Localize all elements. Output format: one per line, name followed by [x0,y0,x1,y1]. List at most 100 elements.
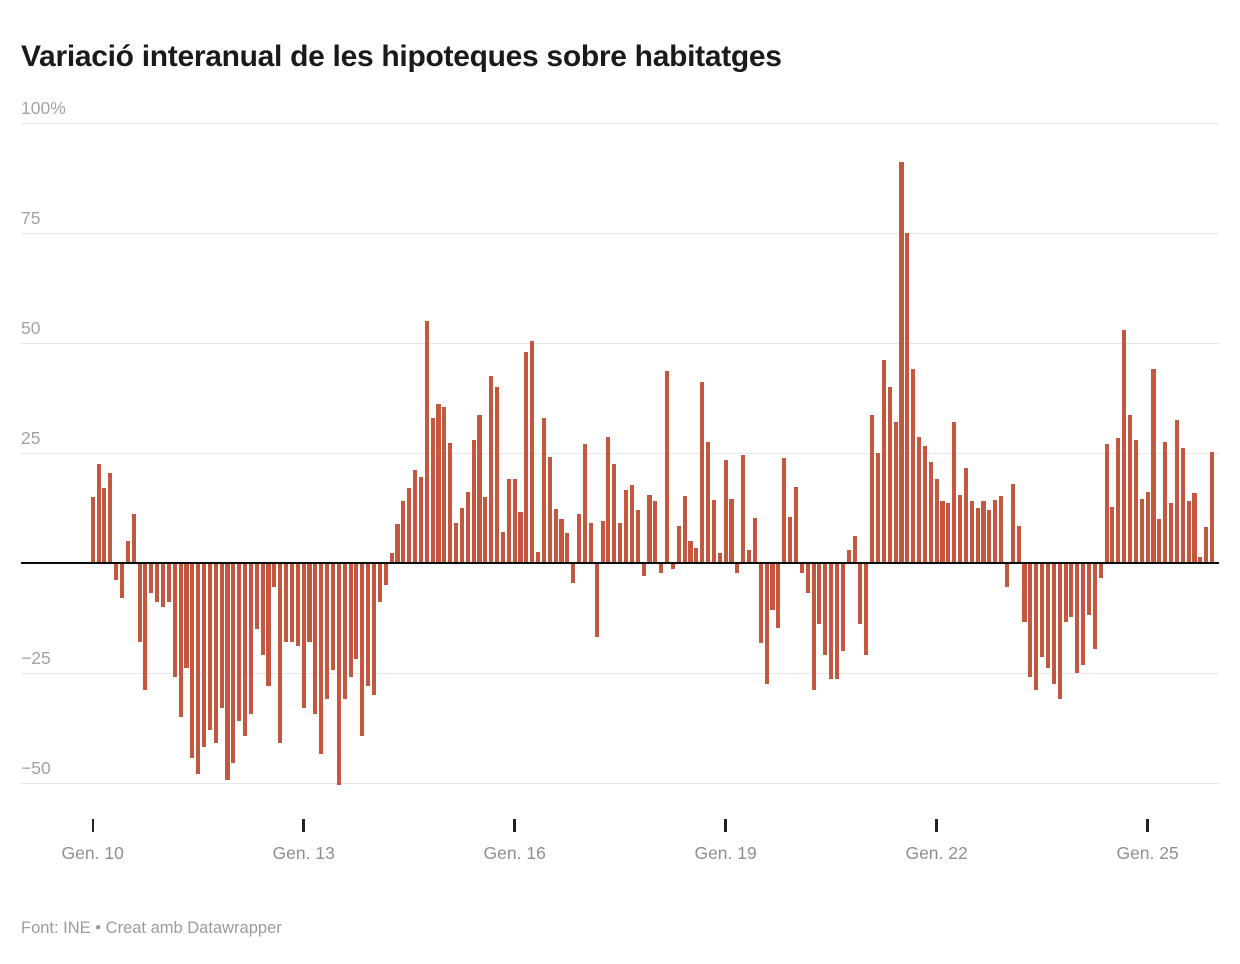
bar[interactable] [401,501,406,563]
bar[interactable] [788,516,793,563]
bar[interactable] [196,562,201,774]
bar[interactable] [108,472,113,563]
bar[interactable] [243,562,248,737]
bar[interactable] [747,549,752,563]
bar[interactable] [664,371,670,563]
bar[interactable] [823,562,828,656]
bar[interactable] [641,562,646,576]
bar[interactable] [454,523,459,563]
bar[interactable] [125,540,130,563]
bar[interactable] [166,562,171,603]
bar[interactable] [1210,451,1215,563]
bar[interactable] [1063,562,1068,623]
bar[interactable] [1098,562,1103,579]
bar[interactable] [782,458,787,563]
bar[interactable] [459,507,464,563]
bar[interactable] [840,562,845,651]
bar[interactable] [172,562,177,678]
bar[interactable] [284,562,289,642]
bar[interactable] [1086,562,1092,616]
bar[interactable] [307,562,312,642]
bar[interactable] [1081,562,1086,666]
bar[interactable] [412,470,418,563]
bar[interactable] [442,406,447,563]
bar[interactable] [969,501,974,563]
bar[interactable] [348,562,353,678]
bar[interactable] [1110,506,1115,563]
bar[interactable] [870,415,875,563]
bar[interactable] [588,523,593,563]
bar[interactable] [360,562,365,737]
bar[interactable] [495,386,500,563]
bar[interactable] [383,562,388,585]
bar[interactable] [700,382,705,563]
bar[interactable] [659,562,664,574]
bar[interactable] [301,562,306,708]
bar[interactable] [336,562,341,785]
bar[interactable] [928,461,933,563]
bar[interactable] [1040,562,1045,658]
bar[interactable] [436,404,441,563]
bar[interactable] [1204,526,1209,563]
bar[interactable] [1028,562,1033,678]
bar[interactable] [1051,562,1056,684]
bar[interactable] [1004,562,1010,587]
bar[interactable] [1010,483,1015,563]
bar[interactable] [524,351,529,563]
bar[interactable] [418,476,423,563]
bar[interactable] [981,501,986,563]
bar[interactable] [934,479,939,563]
bar[interactable] [225,562,230,781]
bar[interactable] [114,562,119,581]
bar[interactable] [752,517,757,563]
bar[interactable] [313,562,318,715]
bar[interactable] [260,562,265,656]
bar[interactable] [377,562,382,603]
bar[interactable] [131,514,136,563]
bar[interactable] [805,562,810,594]
bar[interactable] [565,533,570,563]
bar[interactable] [149,562,154,594]
bar[interactable] [758,562,763,644]
bar[interactable] [1139,498,1144,563]
bar[interactable] [342,562,347,700]
bar[interactable] [606,437,611,563]
bar[interactable] [143,562,148,691]
bar[interactable] [512,479,517,563]
bar[interactable] [266,562,271,686]
bar[interactable] [202,562,207,748]
bar[interactable] [858,562,863,625]
bar[interactable] [96,463,101,563]
bar[interactable] [1116,438,1121,563]
bar[interactable] [911,369,916,563]
bar[interactable] [430,417,435,563]
bar[interactable] [389,552,394,563]
bar[interactable] [623,490,629,563]
bar[interactable] [1169,503,1174,563]
bar[interactable] [518,512,523,563]
bar[interactable] [811,562,816,691]
bar[interactable] [1174,420,1179,563]
bar[interactable] [905,232,910,563]
bar[interactable] [916,437,922,563]
bar[interactable] [90,496,95,563]
bar[interactable] [119,562,125,598]
bar[interactable] [530,340,535,563]
bar[interactable] [834,562,840,680]
bar[interactable] [295,562,300,647]
bar[interactable] [319,562,324,755]
bar[interactable] [160,562,166,607]
bar[interactable] [1075,562,1080,673]
bar[interactable] [582,443,588,563]
bar[interactable] [893,421,898,563]
bar[interactable] [799,562,804,574]
bar[interactable] [729,498,734,563]
bar[interactable] [506,479,511,563]
bar[interactable] [231,562,236,763]
bar[interactable] [371,562,377,695]
bar[interactable] [477,415,482,563]
bar[interactable] [500,531,505,563]
bar[interactable] [1151,369,1156,563]
bar[interactable] [1104,443,1109,563]
bar[interactable] [958,494,963,563]
